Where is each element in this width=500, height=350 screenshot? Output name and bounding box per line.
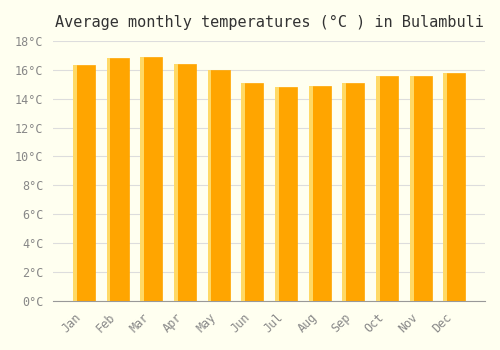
Bar xyxy=(106,58,110,301)
Bar xyxy=(140,57,144,301)
Bar xyxy=(174,64,196,301)
Bar xyxy=(73,65,77,301)
Bar xyxy=(410,76,414,301)
Bar xyxy=(106,58,128,301)
Bar xyxy=(376,76,398,301)
Bar xyxy=(140,57,162,301)
Bar xyxy=(73,65,95,301)
Bar xyxy=(376,76,380,301)
Title: Average monthly temperatures (°C ) in Bulambuli: Average monthly temperatures (°C ) in Bu… xyxy=(54,15,484,30)
Bar xyxy=(242,83,264,301)
Bar xyxy=(308,86,312,301)
Bar xyxy=(208,70,230,301)
Bar xyxy=(410,76,432,301)
Bar xyxy=(342,83,364,301)
Bar xyxy=(309,86,330,301)
Bar xyxy=(275,87,279,301)
Bar xyxy=(444,73,447,301)
Bar xyxy=(174,64,178,301)
Bar xyxy=(241,83,245,301)
Bar xyxy=(208,70,212,301)
Bar xyxy=(444,73,466,301)
Bar xyxy=(275,87,297,301)
Bar xyxy=(342,83,346,301)
